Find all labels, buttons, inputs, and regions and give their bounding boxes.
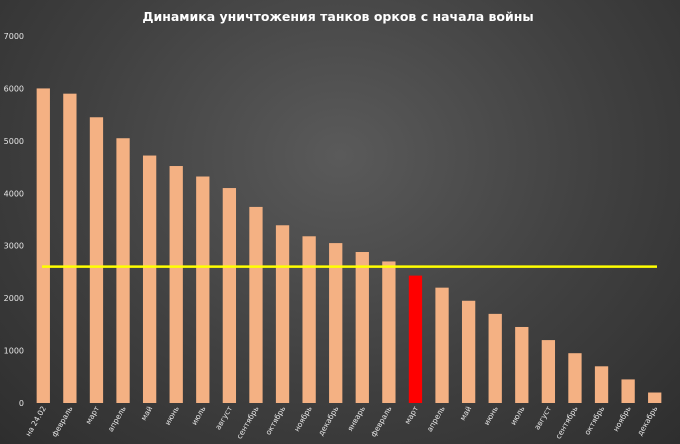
x-tick-label: ноябрь	[292, 405, 314, 434]
bar	[648, 392, 662, 403]
bar	[541, 340, 556, 403]
bar	[275, 225, 290, 403]
bar	[355, 252, 369, 403]
y-tick-label: 4000	[4, 189, 24, 198]
x-tick-label: июль	[190, 405, 208, 427]
bars	[36, 88, 662, 404]
x-tick-label: сентябрь	[554, 405, 580, 441]
x-tick-label: октябрь	[583, 405, 607, 437]
bar	[116, 138, 130, 403]
x-tick-label: июль	[509, 405, 527, 427]
y-tick-label: 2000	[4, 294, 24, 303]
x-tick-label: март	[84, 404, 102, 426]
chart-title: Динамика уничтожения танков орков с нача…	[142, 9, 533, 24]
bar	[515, 326, 529, 403]
bar	[169, 166, 183, 403]
bar	[461, 300, 476, 403]
y-tick-label: 6000	[4, 84, 24, 93]
bar	[249, 206, 263, 403]
x-tick-label: август	[213, 404, 234, 431]
bar	[63, 93, 77, 404]
bar	[196, 176, 210, 403]
bar	[435, 287, 449, 403]
bar	[89, 117, 104, 403]
bar	[222, 188, 237, 403]
x-tick-label: февраль	[369, 405, 394, 439]
x-tick-label: февраль	[50, 405, 75, 439]
y-tick-label: 1000	[4, 347, 24, 356]
bar	[621, 379, 635, 403]
x-tick-label: январь	[345, 405, 367, 433]
x-tick-label: март	[403, 404, 421, 426]
x-tick-label: октябрь	[264, 405, 288, 437]
x-tick-label: декабрь	[635, 405, 659, 438]
bar	[594, 366, 609, 403]
y-tick-label: 3000	[4, 242, 24, 251]
x-tick-label: июнь	[163, 405, 181, 427]
x-tick-label: декабрь	[316, 405, 340, 438]
y-axis: 0 1000 2000 3000 4000 5000 6000 7000	[4, 32, 24, 408]
x-tick-label: ноябрь	[611, 405, 633, 434]
bar	[36, 88, 50, 403]
x-tick-label: май	[139, 404, 154, 422]
y-tick-label: 5000	[4, 137, 24, 146]
bar	[382, 261, 396, 403]
bar	[302, 236, 316, 403]
x-tick-label: май	[458, 404, 473, 422]
y-tick-label: 0	[19, 399, 24, 408]
x-tick-label: на 24.02	[24, 404, 49, 438]
bar	[142, 155, 157, 403]
x-tick-label: август	[532, 404, 553, 431]
bar	[568, 353, 582, 403]
x-tick-label: сентябрь	[235, 405, 261, 441]
x-tick-label: июнь	[482, 405, 500, 427]
x-tick-label: апрель	[425, 405, 447, 434]
y-tick-label: 7000	[4, 32, 24, 41]
bar	[488, 313, 502, 403]
bar	[329, 243, 343, 403]
x-axis: на 24.02 февраль март апрель май июнь июль авгу…	[24, 404, 660, 441]
x-tick-label: апрель	[106, 405, 128, 434]
bar-highlighted	[408, 275, 423, 403]
